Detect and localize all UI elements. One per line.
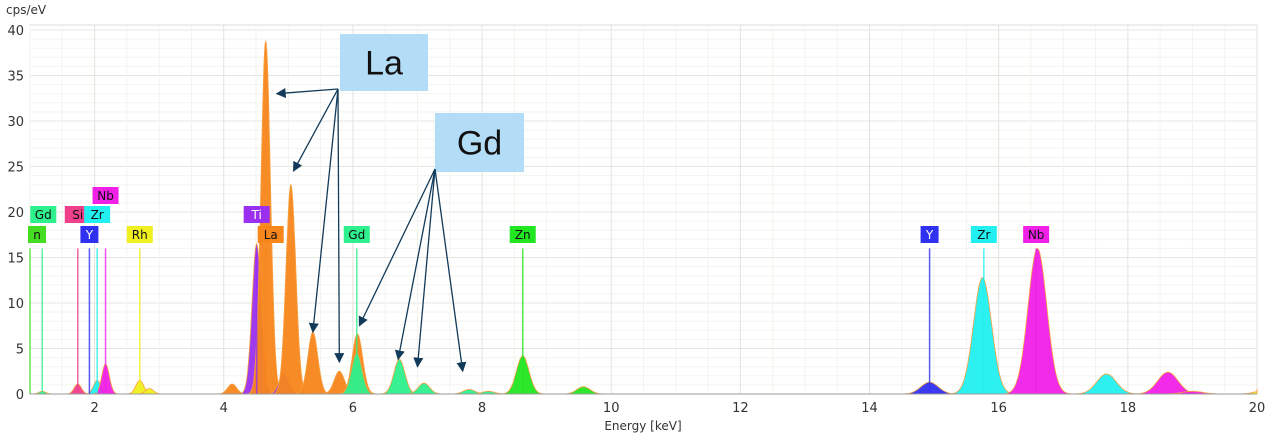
- y-tick-label: 40: [7, 24, 24, 39]
- annotation-arrow: [434, 168, 467, 373]
- element-label-bg: [126, 226, 153, 243]
- x-tick-label: 16: [990, 401, 1007, 416]
- annotation-arrow: [334, 88, 345, 364]
- element-label: n: [33, 228, 41, 242]
- element-label-bg: [30, 206, 57, 223]
- element-label-bg: [80, 226, 99, 243]
- x-axis-title: Energy [keV]: [604, 419, 681, 433]
- peak-Nb: [1000, 247, 1075, 395]
- x-tick-label: 18: [1120, 401, 1137, 416]
- element-label-bg: [1023, 226, 1050, 243]
- y-tick-label: 15: [7, 252, 24, 267]
- x-tick-label: 6: [349, 401, 357, 416]
- element-label: Y: [925, 228, 934, 242]
- x-tick-label: 14: [861, 401, 878, 416]
- element-label-bg: [257, 226, 284, 243]
- element-label: Y: [85, 228, 94, 242]
- y-tick-label: 25: [7, 161, 24, 176]
- x-tick-label: 12: [732, 401, 749, 416]
- element-label: Rh: [132, 228, 148, 242]
- element-label: Nb: [1028, 228, 1045, 242]
- y-tick-label: 35: [7, 70, 24, 85]
- element-label: Zr: [977, 228, 990, 242]
- annotation-label: Gd: [457, 125, 502, 163]
- element-label-bg: [28, 226, 46, 243]
- element-label-bg: [243, 206, 270, 223]
- annotation-arrow: [275, 88, 339, 98]
- element-label: Gd: [348, 228, 365, 242]
- element-label: Ti: [251, 208, 262, 222]
- y-tick-label: 30: [7, 115, 24, 130]
- element-label-bg: [343, 226, 370, 243]
- element-label-bg: [920, 226, 939, 243]
- element-label: Zn: [515, 228, 531, 242]
- element-label-bg: [970, 226, 997, 243]
- x-tick-label: 4: [220, 401, 228, 416]
- annotation-box-Gd: [435, 113, 524, 172]
- axes: 0 5 10 15 20 25 30 35 40 2 4 6 8 10 12 14 16 18 20: [7, 24, 1265, 416]
- x-tick-label: 8: [478, 401, 486, 416]
- annotation-arrow: [308, 88, 339, 334]
- annotation-arrow: [413, 168, 436, 368]
- element-label: Si: [72, 208, 83, 222]
- grid: [29, 24, 1258, 395]
- x-tick-label: 20: [1249, 401, 1266, 416]
- annotation-box-La: [340, 34, 428, 91]
- y-tick-label: 5: [16, 343, 24, 358]
- annotations: La Gd: [275, 34, 524, 373]
- annotation-arrow: [394, 168, 436, 361]
- element-label-bg: [92, 187, 119, 204]
- element-label: Gd: [35, 208, 52, 222]
- element-label-bg: [509, 226, 536, 243]
- x-tick-label: 10: [603, 401, 620, 416]
- element-label-bg: [84, 206, 111, 223]
- annotation-arrow: [358, 168, 436, 327]
- element-label: Zr: [91, 208, 104, 222]
- element-label: La: [264, 228, 278, 242]
- x-tick-label: 2: [90, 401, 98, 416]
- y-tick-label: 20: [7, 206, 24, 221]
- annotation-arrow: [292, 88, 339, 172]
- y-tick-label: 0: [16, 388, 24, 403]
- annotation-label: La: [365, 45, 403, 83]
- y-tick-label: 10: [7, 297, 24, 312]
- element-label: Nb: [97, 189, 114, 203]
- y-axis-title: cps/eV: [6, 3, 47, 17]
